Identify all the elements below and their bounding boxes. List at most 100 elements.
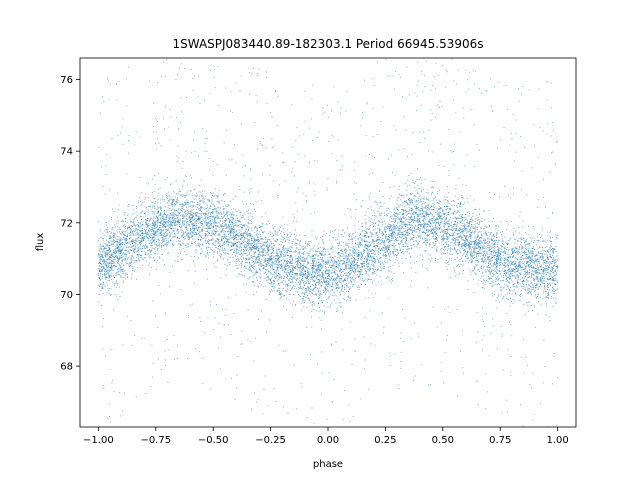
data-point	[133, 245, 135, 247]
data-point	[397, 228, 399, 230]
data-point	[199, 234, 200, 236]
data-point	[192, 223, 194, 224]
data-point	[229, 228, 231, 230]
data-point	[313, 276, 315, 277]
data-point	[401, 194, 403, 196]
data-point	[148, 212, 150, 214]
data-point	[485, 272, 487, 274]
data-point	[289, 274, 291, 276]
data-point	[168, 200, 170, 202]
data-point	[333, 286, 335, 288]
data-point	[425, 206, 427, 208]
data-point	[466, 239, 468, 241]
data-point	[493, 257, 495, 259]
data-point	[247, 259, 249, 261]
data-point	[430, 260, 431, 262]
data-point	[244, 219, 246, 221]
data-point	[114, 236, 116, 238]
data-point	[112, 255, 114, 257]
data-point	[459, 251, 461, 253]
data-point	[118, 231, 120, 233]
data-point	[121, 276, 123, 278]
data-point	[209, 221, 211, 223]
data-point	[228, 228, 230, 230]
data-point	[235, 237, 237, 238]
data-point	[349, 270, 351, 272]
data-point	[99, 286, 101, 287]
data-point	[511, 293, 513, 295]
data-point	[534, 256, 536, 258]
data-point	[525, 247, 527, 249]
data-point	[371, 261, 373, 263]
data-point	[517, 253, 518, 255]
data-point	[499, 277, 501, 279]
data-point	[199, 231, 201, 233]
data-point	[301, 260, 303, 262]
data-point	[214, 217, 215, 219]
data-point	[142, 239, 144, 241]
data-point	[247, 218, 249, 220]
data-point	[542, 263, 544, 265]
data-point	[514, 238, 516, 240]
data-point	[485, 232, 486, 234]
data-point	[409, 212, 411, 214]
data-point	[242, 203, 244, 205]
data-point	[453, 217, 455, 219]
data-point	[169, 208, 171, 209]
data-point	[106, 254, 108, 256]
data-point	[518, 266, 520, 267]
data-point	[468, 231, 470, 233]
data-point	[437, 216, 439, 218]
data-point	[453, 236, 455, 238]
data-point	[357, 254, 359, 256]
data-point	[537, 268, 539, 270]
data-point	[295, 261, 297, 263]
data-point	[308, 268, 310, 270]
data-point	[140, 250, 142, 252]
data-point	[387, 214, 388, 216]
data-point	[133, 241, 134, 243]
data-point	[465, 235, 467, 237]
data-point	[347, 295, 349, 297]
data-point	[450, 224, 452, 226]
data-point	[462, 222, 464, 224]
data-point	[538, 260, 540, 262]
data-point	[481, 254, 483, 256]
data-point	[279, 263, 280, 265]
data-point	[376, 258, 378, 260]
data-point	[498, 254, 500, 256]
data-point	[409, 203, 411, 205]
data-point	[232, 257, 234, 258]
data-point	[350, 278, 352, 280]
data-point	[353, 252, 355, 254]
data-point	[109, 274, 111, 276]
data-point	[206, 252, 208, 254]
data-point	[518, 256, 520, 258]
data-point	[531, 247, 533, 249]
data-point	[455, 212, 457, 214]
data-point	[444, 223, 446, 225]
data-point	[184, 250, 186, 252]
data-point	[147, 237, 149, 239]
data-point	[240, 262, 242, 264]
data-point	[303, 306, 305, 308]
data-point	[280, 254, 282, 256]
data-point	[198, 218, 200, 219]
data-point	[491, 252, 493, 254]
data-point	[153, 212, 155, 214]
data-point	[536, 244, 538, 246]
data-point	[119, 253, 121, 255]
data-point	[279, 260, 280, 262]
data-point	[167, 230, 169, 232]
data-point	[169, 196, 171, 198]
data-point	[102, 265, 104, 267]
data-point	[402, 233, 404, 235]
data-point	[421, 231, 423, 233]
chart-title: 1SWASPJ083440.89-182303.1 Period 66945.5…	[172, 37, 483, 51]
data-point	[247, 231, 249, 233]
data-point	[217, 242, 219, 244]
data-point	[254, 227, 256, 229]
data-point	[406, 194, 408, 196]
data-point	[545, 241, 547, 243]
data-point	[140, 222, 141, 224]
